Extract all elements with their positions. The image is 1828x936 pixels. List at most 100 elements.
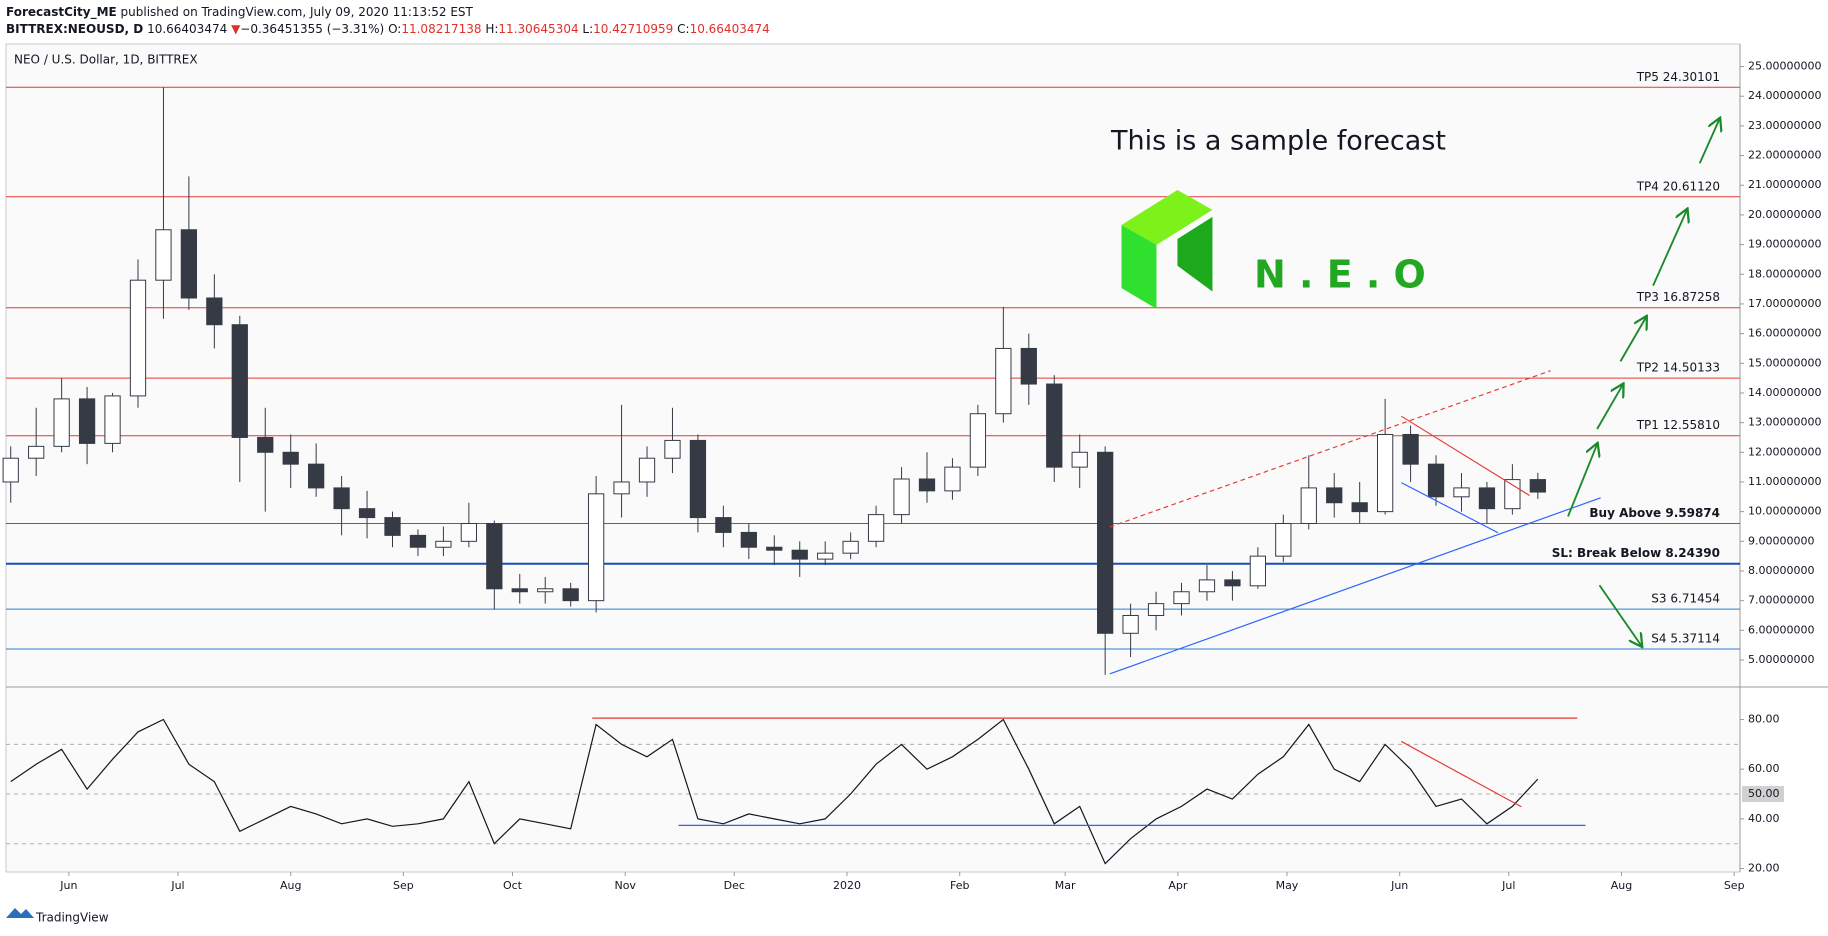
chart-title: NEO / U.S. Dollar, 1D, BITTREX bbox=[14, 53, 198, 67]
candle-body bbox=[1224, 579, 1241, 587]
candle-body bbox=[587, 493, 605, 602]
published: published on TradingView.com, July 09, 2… bbox=[120, 5, 473, 19]
x-tick-label: Dec bbox=[724, 879, 745, 892]
candle-body bbox=[333, 487, 350, 510]
y-tick-label: 10.00000000 bbox=[1748, 505, 1821, 518]
candle-body bbox=[969, 413, 987, 468]
candle-body bbox=[28, 445, 45, 459]
y-tick-label: 24.00000000 bbox=[1748, 89, 1821, 102]
rsi-line bbox=[10, 718, 1539, 865]
y-tick-label: 25.00000000 bbox=[1748, 60, 1821, 73]
candle-body bbox=[1071, 451, 1088, 468]
trend-line bbox=[1400, 415, 1530, 496]
candle-body bbox=[409, 534, 427, 548]
candle-body bbox=[918, 478, 936, 492]
candle-body bbox=[78, 398, 96, 444]
x-tick-label: Sep bbox=[1724, 879, 1745, 892]
candle-body bbox=[1020, 347, 1037, 385]
logo bbox=[1121, 190, 1213, 245]
author: ForecastCity_ME bbox=[6, 5, 117, 19]
level-label: S3 6.71454 bbox=[1651, 592, 1720, 606]
candle-body bbox=[740, 531, 757, 548]
candle-body bbox=[766, 546, 783, 551]
candle-body bbox=[1046, 383, 1063, 468]
candle-body bbox=[486, 523, 503, 590]
candle-body bbox=[206, 297, 223, 326]
level-label: TP1 12.55810 bbox=[1636, 418, 1720, 432]
change: −0.36451355 (−3.31%) bbox=[240, 22, 385, 36]
rsi-line bbox=[1401, 740, 1522, 808]
c-label: C: bbox=[677, 22, 690, 36]
level-label: TP4 20.61120 bbox=[1636, 179, 1720, 193]
logo bbox=[1121, 224, 1157, 309]
candle-body bbox=[893, 478, 910, 516]
candle-body bbox=[537, 588, 554, 593]
x-tick-label: Jul bbox=[170, 879, 184, 892]
level-label: TP2 14.50133 bbox=[1636, 361, 1720, 375]
close: 10.66403474 bbox=[689, 22, 770, 36]
y-tick-label: 13.00000000 bbox=[1748, 416, 1821, 429]
arrow bbox=[1698, 119, 1720, 164]
candle-body bbox=[1198, 579, 1216, 593]
x-tick-label: Nov bbox=[614, 879, 636, 892]
y-tick-label: 6.00000000 bbox=[1748, 623, 1814, 636]
arrow: ▼ bbox=[231, 22, 241, 36]
y-tick-label: 60.00 bbox=[1748, 762, 1780, 775]
level-label: TP5 24.30101 bbox=[1636, 70, 1720, 84]
candle-body bbox=[180, 229, 198, 299]
candle-body bbox=[1529, 479, 1546, 493]
candle-body bbox=[308, 463, 325, 489]
candle-body bbox=[53, 398, 70, 447]
y-tick-label: 23.00000000 bbox=[1748, 119, 1821, 132]
candle-body bbox=[715, 517, 732, 533]
candle-body bbox=[944, 466, 961, 492]
candle-body bbox=[129, 279, 147, 397]
candle-body bbox=[257, 436, 274, 453]
x-tick-label: Jun bbox=[1390, 879, 1408, 892]
annotations bbox=[592, 119, 1720, 826]
x-tick-label: Apr bbox=[1168, 879, 1188, 892]
header: ForecastCity_ME published on TradingView… bbox=[6, 4, 770, 38]
trend-line bbox=[1401, 482, 1499, 534]
x-tick-label: Feb bbox=[950, 879, 969, 892]
candle-body bbox=[1504, 479, 1521, 510]
y-tick-label: 17.00000000 bbox=[1748, 297, 1821, 310]
x-tick-label: 2020 bbox=[833, 879, 861, 892]
h-label: H: bbox=[485, 22, 499, 36]
candle-body bbox=[842, 540, 859, 554]
x-tick-label: Jul bbox=[1501, 879, 1515, 892]
y-tick-label: 20.00 bbox=[1748, 862, 1780, 875]
candle-body bbox=[1147, 603, 1165, 616]
arrow bbox=[1596, 385, 1623, 430]
y-tick-label: 7.00000000 bbox=[1748, 594, 1814, 607]
y-tick-label: 18.00000000 bbox=[1748, 267, 1821, 280]
candle-body bbox=[1427, 463, 1445, 498]
candle-body bbox=[1122, 614, 1139, 634]
trend-line bbox=[1109, 370, 1551, 528]
x-tick-label: Aug bbox=[1611, 879, 1632, 892]
y-tick-label: 8.00000000 bbox=[1748, 564, 1814, 577]
x-tick-label: Aug bbox=[280, 879, 301, 892]
logo-text: N . E . O bbox=[1254, 253, 1426, 297]
y-tick-label: 12.00000000 bbox=[1748, 445, 1821, 458]
candle-body bbox=[562, 588, 579, 602]
candle-body bbox=[817, 552, 834, 560]
y-tick-label: 9.00000000 bbox=[1748, 534, 1814, 547]
o-label: O: bbox=[388, 22, 402, 36]
level-label: TP3 16.87258 bbox=[1636, 290, 1720, 304]
forecast-note: This is a sample forecast bbox=[1110, 126, 1446, 157]
candle-body bbox=[1478, 487, 1496, 510]
plot-area bbox=[5, 43, 1741, 873]
candle-body bbox=[104, 395, 121, 444]
candle-body bbox=[1402, 433, 1419, 465]
arrow bbox=[1652, 210, 1687, 287]
candle-body bbox=[435, 540, 452, 548]
candle-body bbox=[511, 588, 528, 593]
level-label: S4 5.37114 bbox=[1651, 631, 1720, 645]
y-tick-label: 5.00000000 bbox=[1748, 653, 1814, 666]
trend-line bbox=[1109, 497, 1601, 675]
logo bbox=[1177, 216, 1213, 292]
arrow bbox=[1567, 444, 1597, 517]
